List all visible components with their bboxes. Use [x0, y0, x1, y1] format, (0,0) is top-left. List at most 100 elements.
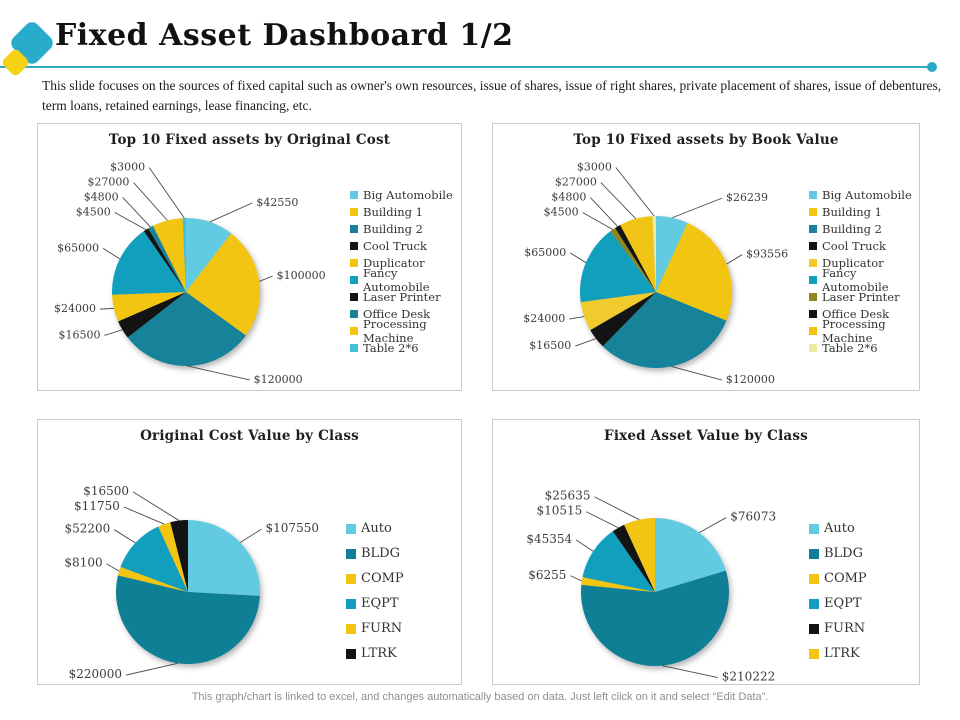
legend-swatch-icon [809, 326, 817, 335]
legend-swatch-icon [346, 523, 356, 534]
pie-slice-big-automobile[interactable] [656, 216, 688, 292]
pie-chart-original-cost-by-class[interactable]: $107550 $220000 $8100 $52200 $11750$16500 [38, 420, 461, 684]
pie-slice-furn[interactable] [158, 522, 188, 592]
legend-swatch-icon [350, 241, 358, 250]
legend-item-comp: COMP [809, 566, 867, 591]
pie-label-leader [600, 182, 637, 220]
pie-slice-building-2[interactable] [127, 292, 246, 366]
pie-label-leader [240, 528, 262, 543]
pie-slice-processing-machine[interactable] [620, 216, 656, 292]
pie-label-leader [569, 252, 587, 263]
pie-slice-fancy-automobile[interactable] [580, 231, 656, 303]
pie-slice-auto[interactable] [655, 518, 726, 592]
pie-slice-fancy-automobile[interactable] [112, 231, 186, 295]
pie-data-label: $45354 [526, 532, 572, 546]
chart-title: Top 10 Fixed assets by Original Cost [108, 132, 391, 148]
chart-panel-original-cost-by-class[interactable]: Original Cost Value by Class $107550 $220… [37, 419, 462, 685]
chart-panel-book-value[interactable]: Top 10 Fixed assets by Book Value $26239… [492, 123, 920, 391]
pie-slice-bldg[interactable] [116, 575, 260, 664]
pie-slice-table-2-6[interactable] [182, 218, 186, 292]
legend-label: Duplicator [822, 255, 884, 270]
pie-slice-building-1[interactable] [186, 233, 260, 336]
legend-swatch-icon [809, 648, 819, 659]
legend-label: Fancy Automobile [822, 265, 889, 294]
pie-label-leader [726, 254, 743, 265]
legend-item-auto: Auto [809, 516, 867, 541]
pie-slice-duplicator[interactable] [112, 292, 186, 322]
legend-swatch-icon [346, 598, 356, 609]
pie-data-label: $25635 [545, 489, 591, 503]
legend-label: Building 1 [822, 204, 882, 219]
legend-label: Auto [824, 521, 855, 536]
pie-slice-bldg[interactable] [581, 570, 729, 666]
title-divider [0, 66, 931, 68]
pie-slice-ltrk[interactable] [170, 520, 188, 592]
pie-data-label: $120000 [254, 373, 303, 386]
legend-item-eqpt: EQPT [346, 591, 404, 616]
legend-label: Big Automobile [363, 187, 453, 202]
pie-slice-ltrk[interactable] [624, 518, 655, 592]
pie-data-label: $11750 [74, 499, 120, 513]
pie-slice-comp[interactable] [117, 566, 188, 592]
legend-label: Duplicator [363, 255, 425, 270]
pie-slice-eqpt[interactable] [120, 526, 188, 592]
pie-slice-office-desk[interactable] [148, 225, 186, 292]
legend-label: Processing Machine [822, 316, 886, 345]
pie-slice-building-1[interactable] [656, 222, 732, 321]
pie-label-leader [662, 665, 718, 679]
pie-chart-original-cost[interactable]: $42550 $100000 $120000 $16500 $24000 $65000 $4… [38, 124, 461, 390]
pie-data-label: $76073 [730, 510, 776, 524]
legend-label: Processing Machine [363, 316, 427, 345]
legend-swatch-icon [350, 224, 358, 233]
pie-slice-furn[interactable] [612, 524, 655, 592]
legend-item-comp: COMP [346, 566, 404, 591]
pie-label-leader [575, 539, 594, 552]
pie-slice-laser-printer[interactable] [610, 227, 656, 292]
pie-data-label: $100000 [277, 269, 326, 282]
pie-slice-cool-truck[interactable] [118, 292, 186, 338]
legend-item-building-2: Building 2 [809, 220, 919, 237]
chart-panel-original-cost[interactable]: Top 10 Fixed assets by Original Cost $42… [37, 123, 462, 391]
legend-label: Table 2*6 [822, 340, 878, 355]
pie-data-label: $65000 [524, 246, 566, 259]
pie-chart-fixed-asset-value-by-class[interactable]: $76073 $210222 $6255 $45354 $10515$25635 [493, 420, 919, 684]
legend-item-big-automobile: Big Automobile [350, 186, 461, 203]
pie-slice-eqpt[interactable] [582, 531, 655, 592]
pie-label-leader [672, 197, 723, 219]
legend-item-table-2-6: Table 2*6 [809, 339, 919, 356]
legend-swatch-icon [350, 207, 358, 216]
pie-label-leader [125, 662, 178, 676]
pie-data-label: $93556 [746, 248, 788, 261]
legend-swatch-icon [809, 190, 817, 199]
pie-slice-cool-truck[interactable] [590, 292, 656, 347]
pie-label-leader [570, 575, 583, 582]
pie-label-leader [104, 329, 123, 336]
chart-panel-fixed-asset-value-by-class[interactable]: Fixed Asset Value by Class $76073 $210222… [492, 419, 920, 685]
pie-label-leader [148, 167, 185, 219]
legend-item-furn: FURN [809, 616, 867, 641]
pie-slice-auto[interactable] [188, 520, 260, 596]
legend-label: FURN [824, 621, 866, 636]
legend-label: Cool Truck [363, 238, 427, 253]
pie-slice-laser-printer[interactable] [143, 228, 186, 292]
pie-slice-duplicator[interactable] [580, 292, 656, 331]
pie-slice-building-2[interactable] [602, 292, 727, 368]
legend-item-duplicator: Duplicator [350, 254, 461, 271]
legend-label: LTRK [361, 646, 397, 661]
legend-swatch-icon [350, 292, 358, 301]
legend-item-ltrk: LTRK [809, 641, 867, 666]
legend-item-duplicator: Duplicator [809, 254, 919, 271]
legend-label: COMP [361, 571, 404, 586]
pie-slice-big-automobile[interactable] [186, 218, 232, 292]
legend-item-eqpt: EQPT [809, 591, 867, 616]
pie-chart-book-value[interactable]: $26239 $93556 $120000 $16500 $24000 $65000 $45… [493, 124, 919, 390]
pie-slice-processing-machine[interactable] [152, 218, 186, 292]
pie-slice-office-desk[interactable] [615, 224, 656, 292]
pie-slice-comp[interactable] [581, 577, 655, 592]
page-title: Fixed Asset Dashboard 1/2 [55, 18, 514, 53]
pie-slice-table-2-6[interactable] [652, 216, 656, 292]
pie-label-leader [575, 338, 597, 347]
legend-item-building-1: Building 1 [350, 203, 461, 220]
pie-data-label: $16500 [58, 328, 100, 341]
